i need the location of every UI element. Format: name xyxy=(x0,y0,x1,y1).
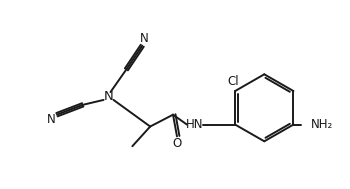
Text: Cl: Cl xyxy=(227,75,239,88)
Text: NH₂: NH₂ xyxy=(312,118,334,131)
Text: N: N xyxy=(140,32,149,45)
Text: O: O xyxy=(172,137,182,150)
Text: N: N xyxy=(104,91,113,103)
Text: HN: HN xyxy=(186,118,204,131)
Text: N: N xyxy=(47,113,55,126)
